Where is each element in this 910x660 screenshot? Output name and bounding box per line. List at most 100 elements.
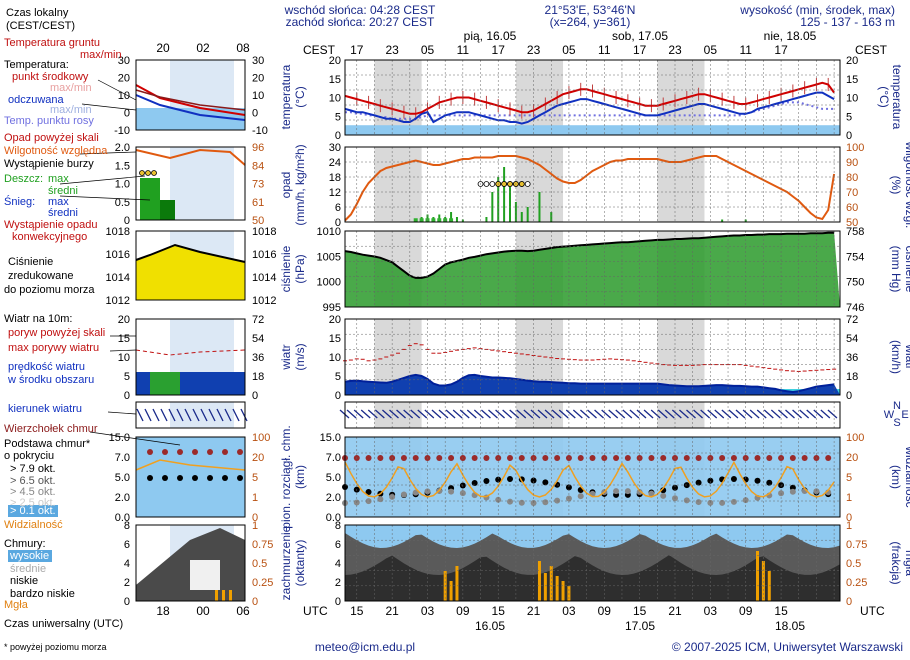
y-tick-left: 12 <box>329 187 341 199</box>
fog-bar <box>549 566 553 601</box>
side-y-tick: 1018 <box>252 226 276 238</box>
cloud-top-dot <box>448 455 455 461</box>
side-y-tick: 1.0 <box>115 179 130 191</box>
side-cloud-base <box>192 475 198 481</box>
wind-arrow <box>792 409 803 419</box>
axis-title: (mm Hg) <box>889 246 903 293</box>
side-frame <box>135 318 246 396</box>
night-band <box>374 60 422 135</box>
wind-line <box>344 373 835 394</box>
wind-arrow <box>820 409 831 419</box>
cloud-top-dot <box>377 455 384 461</box>
wind-arrow <box>657 409 668 419</box>
cloud-top-dot <box>766 455 773 461</box>
y-tick-left: 2.0 <box>326 492 341 504</box>
wind-arrow <box>389 409 399 419</box>
side-wind-arrow <box>152 408 160 422</box>
y-tick-left: 0.0 <box>326 512 341 524</box>
side-wind-arrow <box>240 408 248 422</box>
legend-label: zredukowane <box>8 270 73 282</box>
cloud-top-dot <box>589 455 596 461</box>
text-layer: 2015105020151050302418126010090807060501… <box>4 3 910 654</box>
cloud-base-dot <box>672 484 678 491</box>
side-frame <box>135 524 246 602</box>
wind-arrow <box>579 409 590 419</box>
cloud-base-dot <box>660 492 667 499</box>
side-y-tick: 73 <box>252 179 264 191</box>
y-tick-right: 15 <box>846 74 858 86</box>
side-rain-mid <box>160 200 175 220</box>
x-tick-local: 17 <box>492 43 506 57</box>
axis-title: mgła <box>903 550 910 576</box>
legend-label: o pokryciu <box>4 450 54 462</box>
x-tick-local: 17 <box>350 43 364 57</box>
side-y-tick: 36 <box>252 352 264 364</box>
legend-label: max porywy wiatru <box>8 342 99 354</box>
rain-bar <box>491 192 494 222</box>
legend-label: (CEST/CEST) <box>6 20 75 32</box>
legend-label: Deszcz: <box>4 173 43 185</box>
fog-bar <box>756 551 759 601</box>
side-frame <box>135 436 246 518</box>
night-band <box>657 60 705 135</box>
night-band <box>657 402 705 428</box>
wind-arrow <box>544 409 555 419</box>
side-y-tick: 1012 <box>252 295 276 307</box>
y-tick-left: 1005 <box>317 251 341 263</box>
legend-label: prędkość wiatru <box>8 361 85 373</box>
cloud-base-dot <box>719 499 726 506</box>
wind-arrow <box>678 409 689 419</box>
leader-line <box>97 79 137 101</box>
wind-area <box>345 374 840 395</box>
side-wind-arrow <box>208 408 216 422</box>
side-y-tick: 0.5 <box>115 197 130 209</box>
wind-arrow <box>749 409 760 419</box>
x-tick-utc: 21 <box>668 604 682 618</box>
y-tick-right: 0.75 <box>846 539 867 551</box>
y-tick-left: 5 <box>335 111 341 123</box>
cloud-top-dot <box>683 455 690 461</box>
legend-label: wysokie <box>9 550 49 562</box>
y-tick-left: 995 <box>323 302 341 314</box>
x-tick-utc: 15 <box>774 604 788 618</box>
cloud-base-dot <box>495 476 502 483</box>
fog-bar <box>449 581 453 601</box>
wind-arrow <box>403 409 414 419</box>
cloud-sky <box>345 437 840 517</box>
legend-label: Temperatura: <box>4 59 69 71</box>
fog-bar <box>555 576 559 601</box>
side-cloud-top <box>162 449 168 455</box>
legend-label: bardzo niskie <box>10 588 75 600</box>
side-y-tick: 20 <box>252 73 264 85</box>
side-frame <box>135 401 246 429</box>
cloud-top-dot <box>648 455 655 461</box>
leader-line <box>89 431 181 446</box>
cloud-base-dot <box>813 488 820 495</box>
side-y-tick: -10 <box>252 125 268 137</box>
cloud-base-dot <box>377 496 384 503</box>
leader-line <box>79 151 137 155</box>
wind-arrow <box>629 409 640 419</box>
wind-arrow <box>466 409 477 419</box>
legend-label: max <box>48 173 69 185</box>
cloud-base-dot <box>577 493 584 500</box>
rain-bar <box>538 192 541 222</box>
rain-mid-bar <box>449 218 454 222</box>
copyright: © 2007-2025 ICM, Uniwersytet Warszawski <box>672 640 903 654</box>
wind-arrow <box>608 409 619 419</box>
side-y-tick: 50 <box>252 215 264 227</box>
y-tick-left: 24 <box>329 157 341 169</box>
wind-arrow <box>353 409 364 419</box>
y-tick-right: 50 <box>846 217 858 229</box>
leader-line <box>59 175 146 185</box>
y-tick-right: 5 <box>846 111 852 123</box>
panel-frame <box>344 230 841 308</box>
y-tick-left: 0 <box>335 217 341 229</box>
side-y-tick: 61 <box>252 197 264 209</box>
wind-arrow <box>530 409 541 419</box>
legend-high-bg <box>8 550 52 562</box>
side-y-tick: 6 <box>124 539 130 551</box>
legend-label: niskie <box>10 575 38 587</box>
axis-title: (km/h) <box>889 340 903 374</box>
side-cloud-top <box>192 449 198 455</box>
